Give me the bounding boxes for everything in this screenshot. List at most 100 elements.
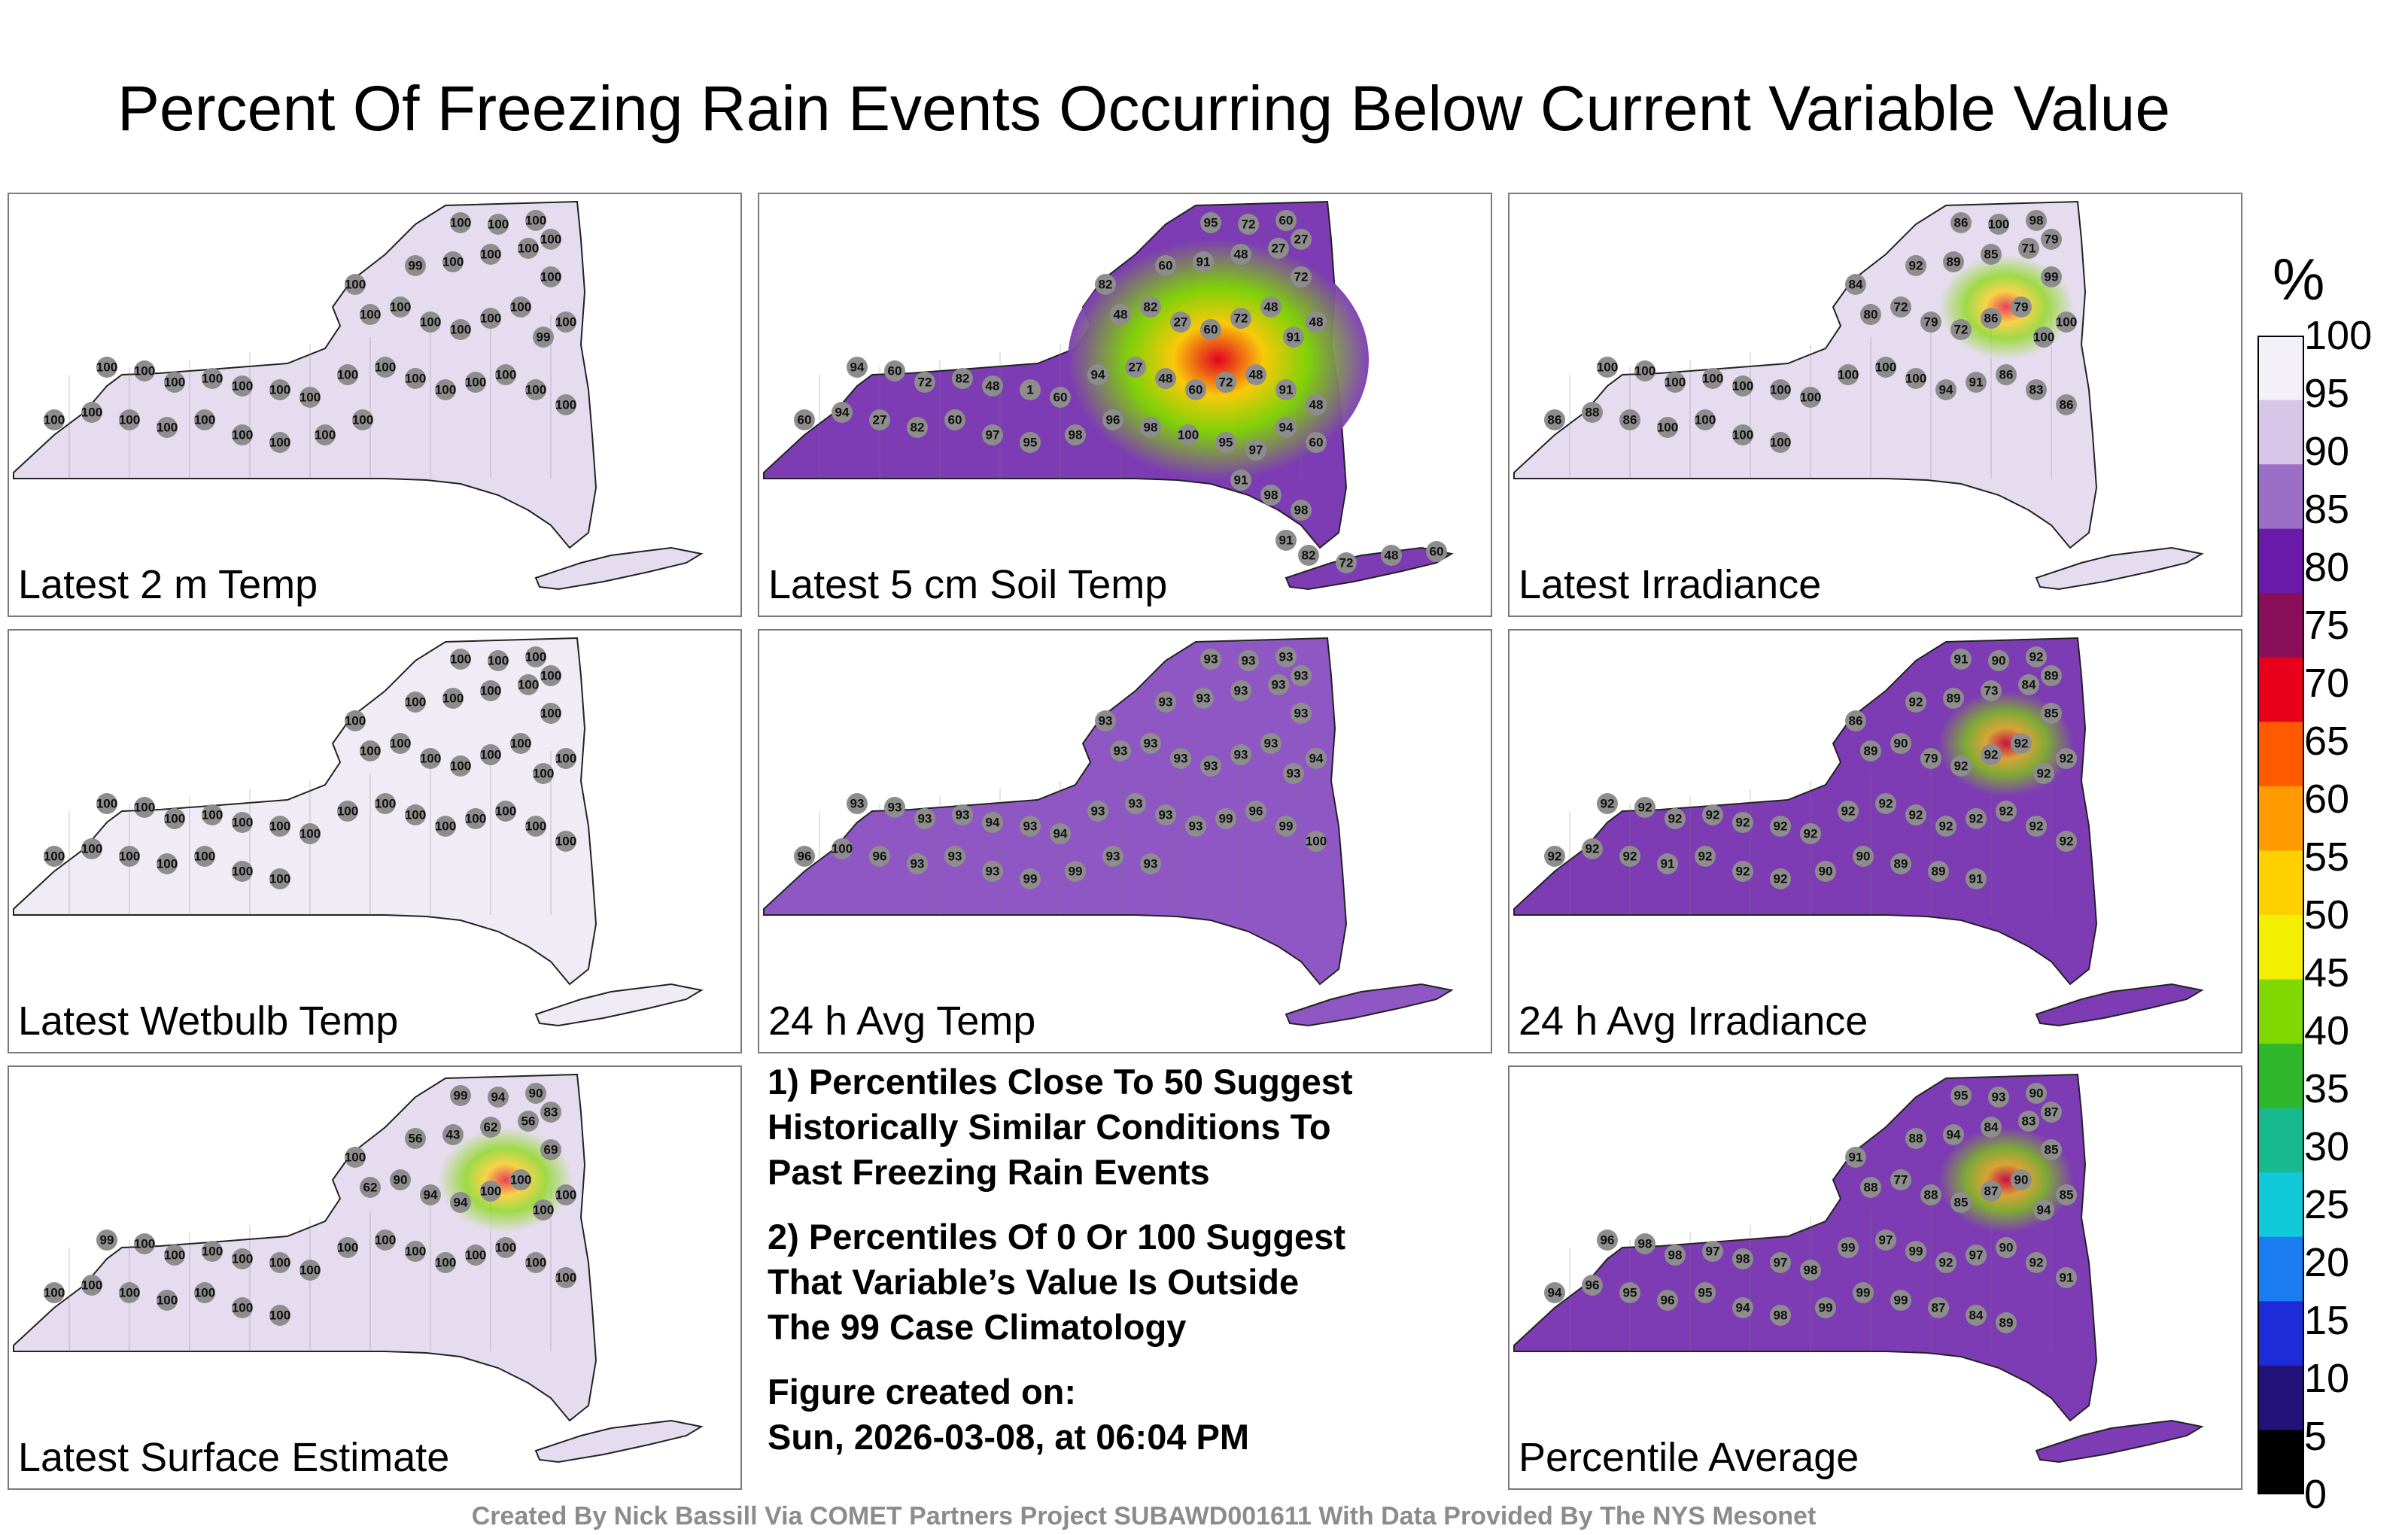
station-marker: 100 — [525, 1252, 546, 1273]
station-value: 94 — [835, 406, 850, 420]
station-marker: 99 — [1020, 868, 1041, 889]
station-marker: 92 — [1732, 812, 1753, 833]
station-marker: 100 — [488, 214, 509, 235]
station-marker: 93 — [1155, 692, 1176, 713]
colorbar-segment — [2258, 528, 2304, 594]
station-marker: 93 — [1283, 763, 1304, 784]
station-value: 82 — [956, 372, 970, 386]
station-marker: 94 — [1275, 417, 1297, 438]
station-value: 60 — [1054, 391, 1068, 405]
station-marker: 100 — [510, 733, 531, 754]
station-marker: 77 — [1890, 1169, 1911, 1190]
colorbar-segment — [2258, 1365, 2304, 1431]
station-marker: 98 — [1140, 417, 1161, 438]
station-value: 99 — [100, 1233, 114, 1248]
panel-label: Percentile Average — [1519, 1435, 1859, 1480]
station-marker: 92 — [1582, 838, 1603, 859]
station-marker: 79 — [1920, 748, 1941, 769]
station-marker: 100 — [345, 274, 366, 295]
station-value: 94 — [2037, 1203, 2051, 1217]
station-value: 100 — [194, 1286, 215, 1300]
station-marker: 83 — [2018, 1111, 2039, 1132]
station-value: 100 — [1597, 360, 1618, 375]
station-value: 79 — [2014, 300, 2029, 315]
station-value: 100 — [540, 270, 561, 284]
station-marker: 98 — [1260, 485, 1282, 506]
station-value: 100 — [435, 819, 456, 834]
station-value: 99 — [1856, 1286, 1871, 1300]
station-marker: 92 — [1838, 801, 1859, 822]
station-value: 100 — [157, 421, 178, 435]
station-value: 100 — [1695, 413, 1716, 427]
station-value: 93 — [1091, 804, 1105, 819]
station-value: 91 — [1196, 255, 1211, 269]
station-value: 96 — [873, 850, 887, 864]
station-value: 100 — [405, 1245, 426, 1259]
station-value: 94 — [1939, 383, 1953, 397]
station-value: 93 — [1129, 797, 1143, 811]
station-marker: 90 — [1988, 650, 2009, 671]
station-marker: 60 — [1306, 432, 1327, 453]
station-value: 43 — [446, 1128, 461, 1142]
station-marker: 89 — [2041, 665, 2062, 686]
colorbar-segment — [2258, 1108, 2304, 1174]
station-value: 90 — [394, 1173, 408, 1187]
station-marker: 92 — [1905, 804, 1926, 825]
colorbar-unit: % — [2273, 246, 2325, 312]
station-value: 100 — [164, 812, 185, 826]
station-marker: 100 — [375, 1230, 396, 1251]
station-marker: 86 — [1950, 212, 1972, 233]
station-value: 84 — [1849, 278, 1863, 292]
station-marker: 100 — [1306, 831, 1327, 852]
station-marker: 72 — [1215, 372, 1236, 393]
station-marker: 93 — [1110, 740, 1131, 761]
colorbar-tick-label: 35 — [2304, 1066, 2350, 1111]
station-marker: 93 — [1291, 703, 1312, 724]
station-value: 92 — [2014, 737, 2029, 751]
station-marker: 84 — [2018, 674, 2039, 695]
station-value: 92 — [1774, 872, 1788, 886]
station-value: 85 — [1984, 248, 1999, 262]
colorbar-tick-label: 25 — [2304, 1182, 2350, 1227]
long-island-outline — [534, 983, 704, 1027]
colorbar-tick-label: 95 — [2304, 371, 2350, 416]
station-value: 100 — [1800, 391, 1821, 405]
station-marker: 99 — [1275, 816, 1297, 837]
station-value: 87 — [2045, 1105, 2059, 1120]
station-marker: 95 — [1215, 432, 1236, 453]
station-marker: 92 — [1800, 823, 1821, 844]
station-marker: 99 — [1215, 808, 1236, 829]
station-value: 100 — [232, 865, 253, 879]
map-panel-24h-avg-irradiance: 91 90 92 89 86 92 89 73 84 85 89 90 79 92 92 92 92 92 92 92… — [1508, 629, 2242, 1053]
colorbar-tick-label: 60 — [2304, 777, 2350, 822]
station-value: 100 — [202, 372, 223, 386]
station-marker: 84 — [1981, 1117, 2002, 1138]
station-marker: 80 — [1860, 304, 1881, 325]
station-value: 99 — [1279, 819, 1294, 834]
station-value: 91 — [1279, 533, 1294, 548]
station-value: 99 — [1894, 1293, 1908, 1308]
station-value: 99 — [1069, 865, 1083, 879]
station-marker: 79 — [1920, 312, 1941, 333]
station-marker: 91 — [1845, 1147, 1866, 1168]
station-value: 100 — [390, 300, 411, 315]
station-value: 100 — [1178, 428, 1199, 442]
station-value: 100 — [1838, 368, 1859, 382]
station-marker: 100 — [1732, 424, 1753, 445]
station-marker: 82 — [1140, 296, 1161, 318]
station-marker: 100 — [450, 319, 471, 340]
station-marker: 94 — [450, 1192, 471, 1213]
station-marker: 100 — [1657, 417, 1678, 438]
station-value: 83 — [2029, 383, 2044, 397]
station-marker: 100 — [1875, 357, 1896, 378]
station-value: 93 — [1144, 737, 1158, 751]
station-marker: 100 — [1178, 424, 1199, 445]
station-marker: 100 — [269, 432, 290, 453]
station-marker: 92 — [2026, 816, 2047, 837]
station-marker: 100 — [533, 763, 554, 784]
station-marker: 100 — [345, 1147, 366, 1168]
station-marker: 93 — [1140, 733, 1161, 754]
station-value: 100 — [1665, 375, 1686, 390]
station-marker: 60 — [1275, 210, 1297, 231]
